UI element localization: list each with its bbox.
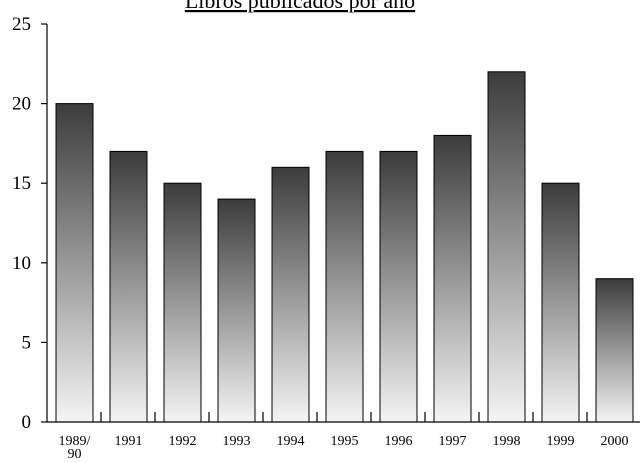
x-tick-label: 1998 <box>493 434 521 449</box>
x-tick-label: 1999 <box>547 434 575 449</box>
x-tick-label: 2000 <box>601 434 629 449</box>
x-tick-label: 1996 <box>385 434 413 449</box>
y-tick-label: 20 <box>12 94 31 115</box>
bar-1995 <box>325 150 364 423</box>
y-tick-label: 0 <box>22 412 32 433</box>
x-tick-label: 1992 <box>169 434 197 449</box>
y-tick-label: 5 <box>22 332 32 353</box>
bar-1996 <box>379 150 418 423</box>
x-tick-label: 1989/90 <box>59 434 91 462</box>
x-tick-label: 1994 <box>277 434 305 449</box>
y-tick-label: 25 <box>12 14 31 35</box>
y-tick-label: 15 <box>12 173 31 194</box>
y-tick-label: 10 <box>12 253 31 274</box>
x-tick-label: 1997 <box>439 434 467 449</box>
bar-1992 <box>163 182 202 423</box>
bar-198990 <box>55 103 94 423</box>
bar-1994 <box>271 166 310 423</box>
bar-1991 <box>109 150 148 423</box>
bar-2000 <box>595 278 634 423</box>
y-axis-ticks: 0 5 10 15 20 25 <box>12 14 47 433</box>
x-axis-ticks: 1989/90 1991 1992 1993 1994 1995 1996 1997 1998 1… <box>59 412 629 462</box>
bars-group <box>55 71 634 423</box>
chart-title: Libros publicados por año <box>185 0 415 13</box>
bar-1999 <box>541 182 580 423</box>
x-tick-label: 1993 <box>223 434 251 449</box>
x-tick-label: 1991 <box>115 434 143 449</box>
x-tick-label: 1995 <box>331 434 359 449</box>
bar-1993 <box>217 198 256 423</box>
bar-1998 <box>487 71 526 423</box>
bar-1997 <box>433 134 472 423</box>
